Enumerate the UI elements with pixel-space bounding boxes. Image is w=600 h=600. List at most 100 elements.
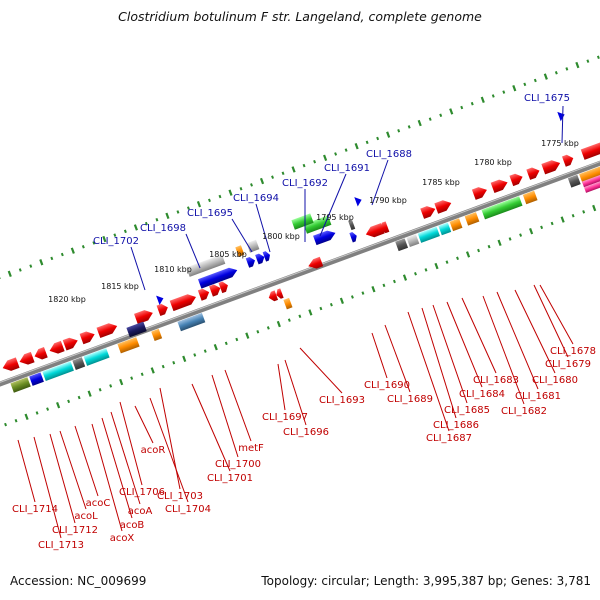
gene-label-upper: CLI_1695 <box>187 208 233 219</box>
leader-line <box>407 311 450 432</box>
tick-mark <box>529 228 534 235</box>
gene-inner-5 <box>117 337 140 354</box>
tick-mark <box>123 229 127 234</box>
gene-outer-22 <box>561 154 574 167</box>
gene-mid-2 <box>308 256 324 269</box>
tick-label: 1785 kbp <box>422 178 460 187</box>
gene-mid-1 <box>276 288 284 299</box>
tick-mark <box>519 233 523 237</box>
tick-mark <box>308 309 313 316</box>
tick-mark <box>508 237 512 241</box>
tick-mark <box>445 260 449 264</box>
tick-mark <box>491 94 495 98</box>
leader-line <box>17 439 36 503</box>
tick-mark <box>407 125 411 129</box>
tick-mark <box>565 67 569 71</box>
tick-mark <box>218 194 222 199</box>
tick-mark <box>571 213 575 218</box>
gene-inner-13 <box>245 257 255 268</box>
tick-mark <box>24 413 29 421</box>
tick-mark <box>150 367 155 374</box>
gene-label-lower: CLI_1712 <box>52 525 98 536</box>
gene-label-lower: metF <box>238 443 264 454</box>
tick-label: 1780 kbp <box>474 158 512 167</box>
gene-inner-14 <box>255 253 265 265</box>
tick-mark <box>361 291 365 295</box>
leader-line <box>49 433 76 524</box>
gene-label-lower: CLI_1682 <box>501 406 547 417</box>
tick-mark <box>596 55 600 60</box>
leader-line <box>371 159 389 206</box>
gene-inner-10 <box>197 267 238 289</box>
leader-line <box>91 423 123 532</box>
tick-mark <box>67 399 71 404</box>
gene-inner-2 <box>42 361 74 382</box>
tick-mark <box>239 187 243 191</box>
tick-mark <box>228 189 233 196</box>
tick-mark <box>543 73 548 80</box>
gene-label-lower: CLI_1681 <box>515 391 561 402</box>
gene-inner-25 <box>438 222 452 236</box>
tick-mark <box>172 360 176 365</box>
tick-mark <box>533 78 537 83</box>
gene-outer-15 <box>420 206 436 219</box>
gene-outer-18 <box>490 179 508 194</box>
tick-mark <box>592 204 597 212</box>
tick-mark <box>224 341 228 346</box>
tick-mark <box>487 244 491 249</box>
tick-mark <box>176 210 180 214</box>
tick-mark <box>193 353 197 357</box>
leader-line <box>284 359 307 426</box>
tick-mark <box>417 119 422 127</box>
leader-line <box>134 405 154 444</box>
tick-mark <box>50 256 54 261</box>
gene-outer-13 <box>365 223 385 238</box>
tick-mark <box>98 388 102 392</box>
leader-line <box>130 246 146 291</box>
gene-label-lower: acoL <box>74 511 98 522</box>
gene-outer-0 <box>2 357 20 371</box>
gene-inner-28 <box>481 196 523 220</box>
gene-label-lower: acoX <box>110 533 135 544</box>
gene-inner-16 <box>283 297 293 310</box>
leader-line <box>119 401 143 486</box>
tick-mark <box>271 175 275 179</box>
tick-mark <box>113 233 117 237</box>
tick-mark <box>480 96 485 104</box>
gene-label-upper: CLI_1688 <box>366 149 412 160</box>
tick-mark <box>313 159 317 164</box>
tick-mark <box>371 286 376 293</box>
tick-mark <box>155 217 159 222</box>
gene-label-upper: CLI_1698 <box>140 223 186 234</box>
tick-label: 1810 kbp <box>154 265 192 274</box>
tick-mark <box>540 225 544 230</box>
gene-inner-17 <box>303 215 332 234</box>
gene-label-lower: acoA <box>128 506 153 517</box>
tick-mark <box>102 235 107 243</box>
gene-label-lower: CLI_1703 <box>157 491 203 502</box>
tick-mark <box>18 268 22 272</box>
gene-outer-14 <box>379 221 390 234</box>
gene-label-lower: CLI_1704 <box>165 504 211 515</box>
gene-inner-8 <box>177 312 206 332</box>
leader-line <box>539 284 574 345</box>
gene-inner-23 <box>406 234 420 248</box>
gene-inner-29 <box>522 190 538 205</box>
leader-line <box>101 417 133 519</box>
tick-mark <box>586 59 590 63</box>
gene-label-lower: CLI_1689 <box>387 394 433 405</box>
tick-mark <box>365 140 369 145</box>
tick-mark <box>266 326 270 330</box>
gene-mid-0 <box>268 290 279 302</box>
tick-mark <box>133 224 138 231</box>
tick-label: 1790 kbp <box>369 196 407 205</box>
gene-inner-7 <box>151 328 163 341</box>
tick-mark <box>339 297 344 305</box>
gene-label-upper: CLI_1702 <box>93 236 139 247</box>
leader-line <box>432 304 468 404</box>
gene-outer-17 <box>471 187 487 200</box>
tick-mark <box>56 402 61 409</box>
gene-label-lower: CLI_1706 <box>119 487 165 498</box>
tick-mark <box>386 131 391 138</box>
